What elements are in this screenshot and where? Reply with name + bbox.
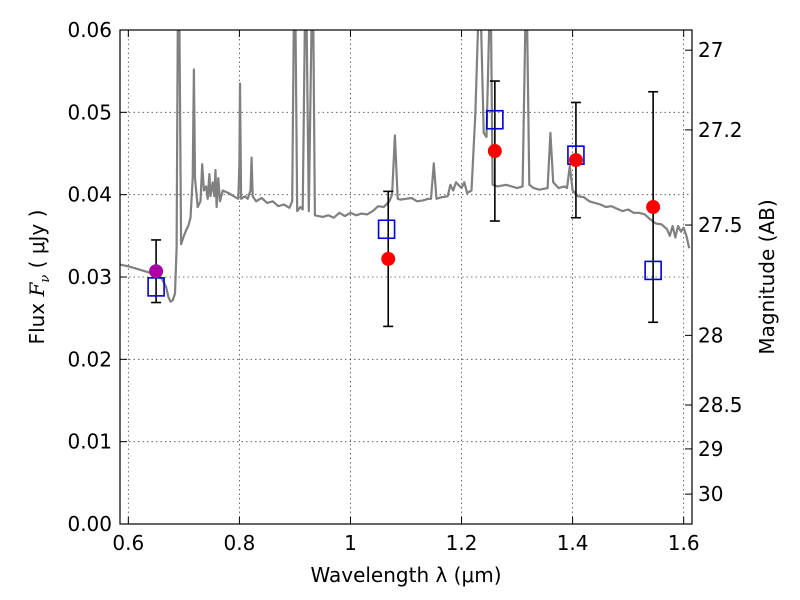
observed-point [381,251,396,266]
plot-area [120,30,691,328]
y2-tick-label: 29 [698,437,723,461]
x-tick-label: 0.8 [223,531,255,555]
x-tick-label: 1.2 [446,531,478,555]
y-tick-label: 0.05 [67,100,112,124]
observed-point [646,200,661,215]
y2-axis-label: Magnitude (AB) [755,199,779,354]
y2-tick-label: 28.5 [698,393,743,417]
y-tick-label: 0.04 [67,183,112,207]
y-tick-label: 0.00 [67,512,112,536]
x-axis-label: Wavelength λ (μm) [310,563,501,587]
y-tick-label: 0.03 [67,265,112,289]
observed-point [487,144,502,159]
model-point [644,260,662,281]
y-axis-label: Flux Fν ( μJy ) [25,210,53,345]
model-point [486,109,504,130]
y2-tick-label: 30 [698,482,723,506]
model-spectrum-line [120,30,691,303]
y2-tick-label: 27.2 [698,118,743,142]
x-tick-label: 0.6 [112,531,144,555]
axis-ticks: 0.6 0.8 1 1.2 1.4 1.6 0.00 0.01 0.02 0.03 0.04 0.05… [67,18,742,555]
model-point [377,219,396,240]
y2-tick-label: 28 [698,323,723,347]
x-tick-label: 1.6 [668,531,700,555]
y-tick-label: 0.02 [67,347,112,371]
y2-tick-label: 27.5 [698,213,743,237]
markers [147,80,662,328]
y2-tick-label: 27 [698,38,723,62]
y-tick-label: 0.06 [67,18,112,42]
x-tick-label: 1.4 [557,531,589,555]
x-tick-label: 1 [344,531,357,555]
y-tick-label: 0.01 [67,430,112,454]
observed-point [149,264,164,279]
observed-point [568,153,583,168]
